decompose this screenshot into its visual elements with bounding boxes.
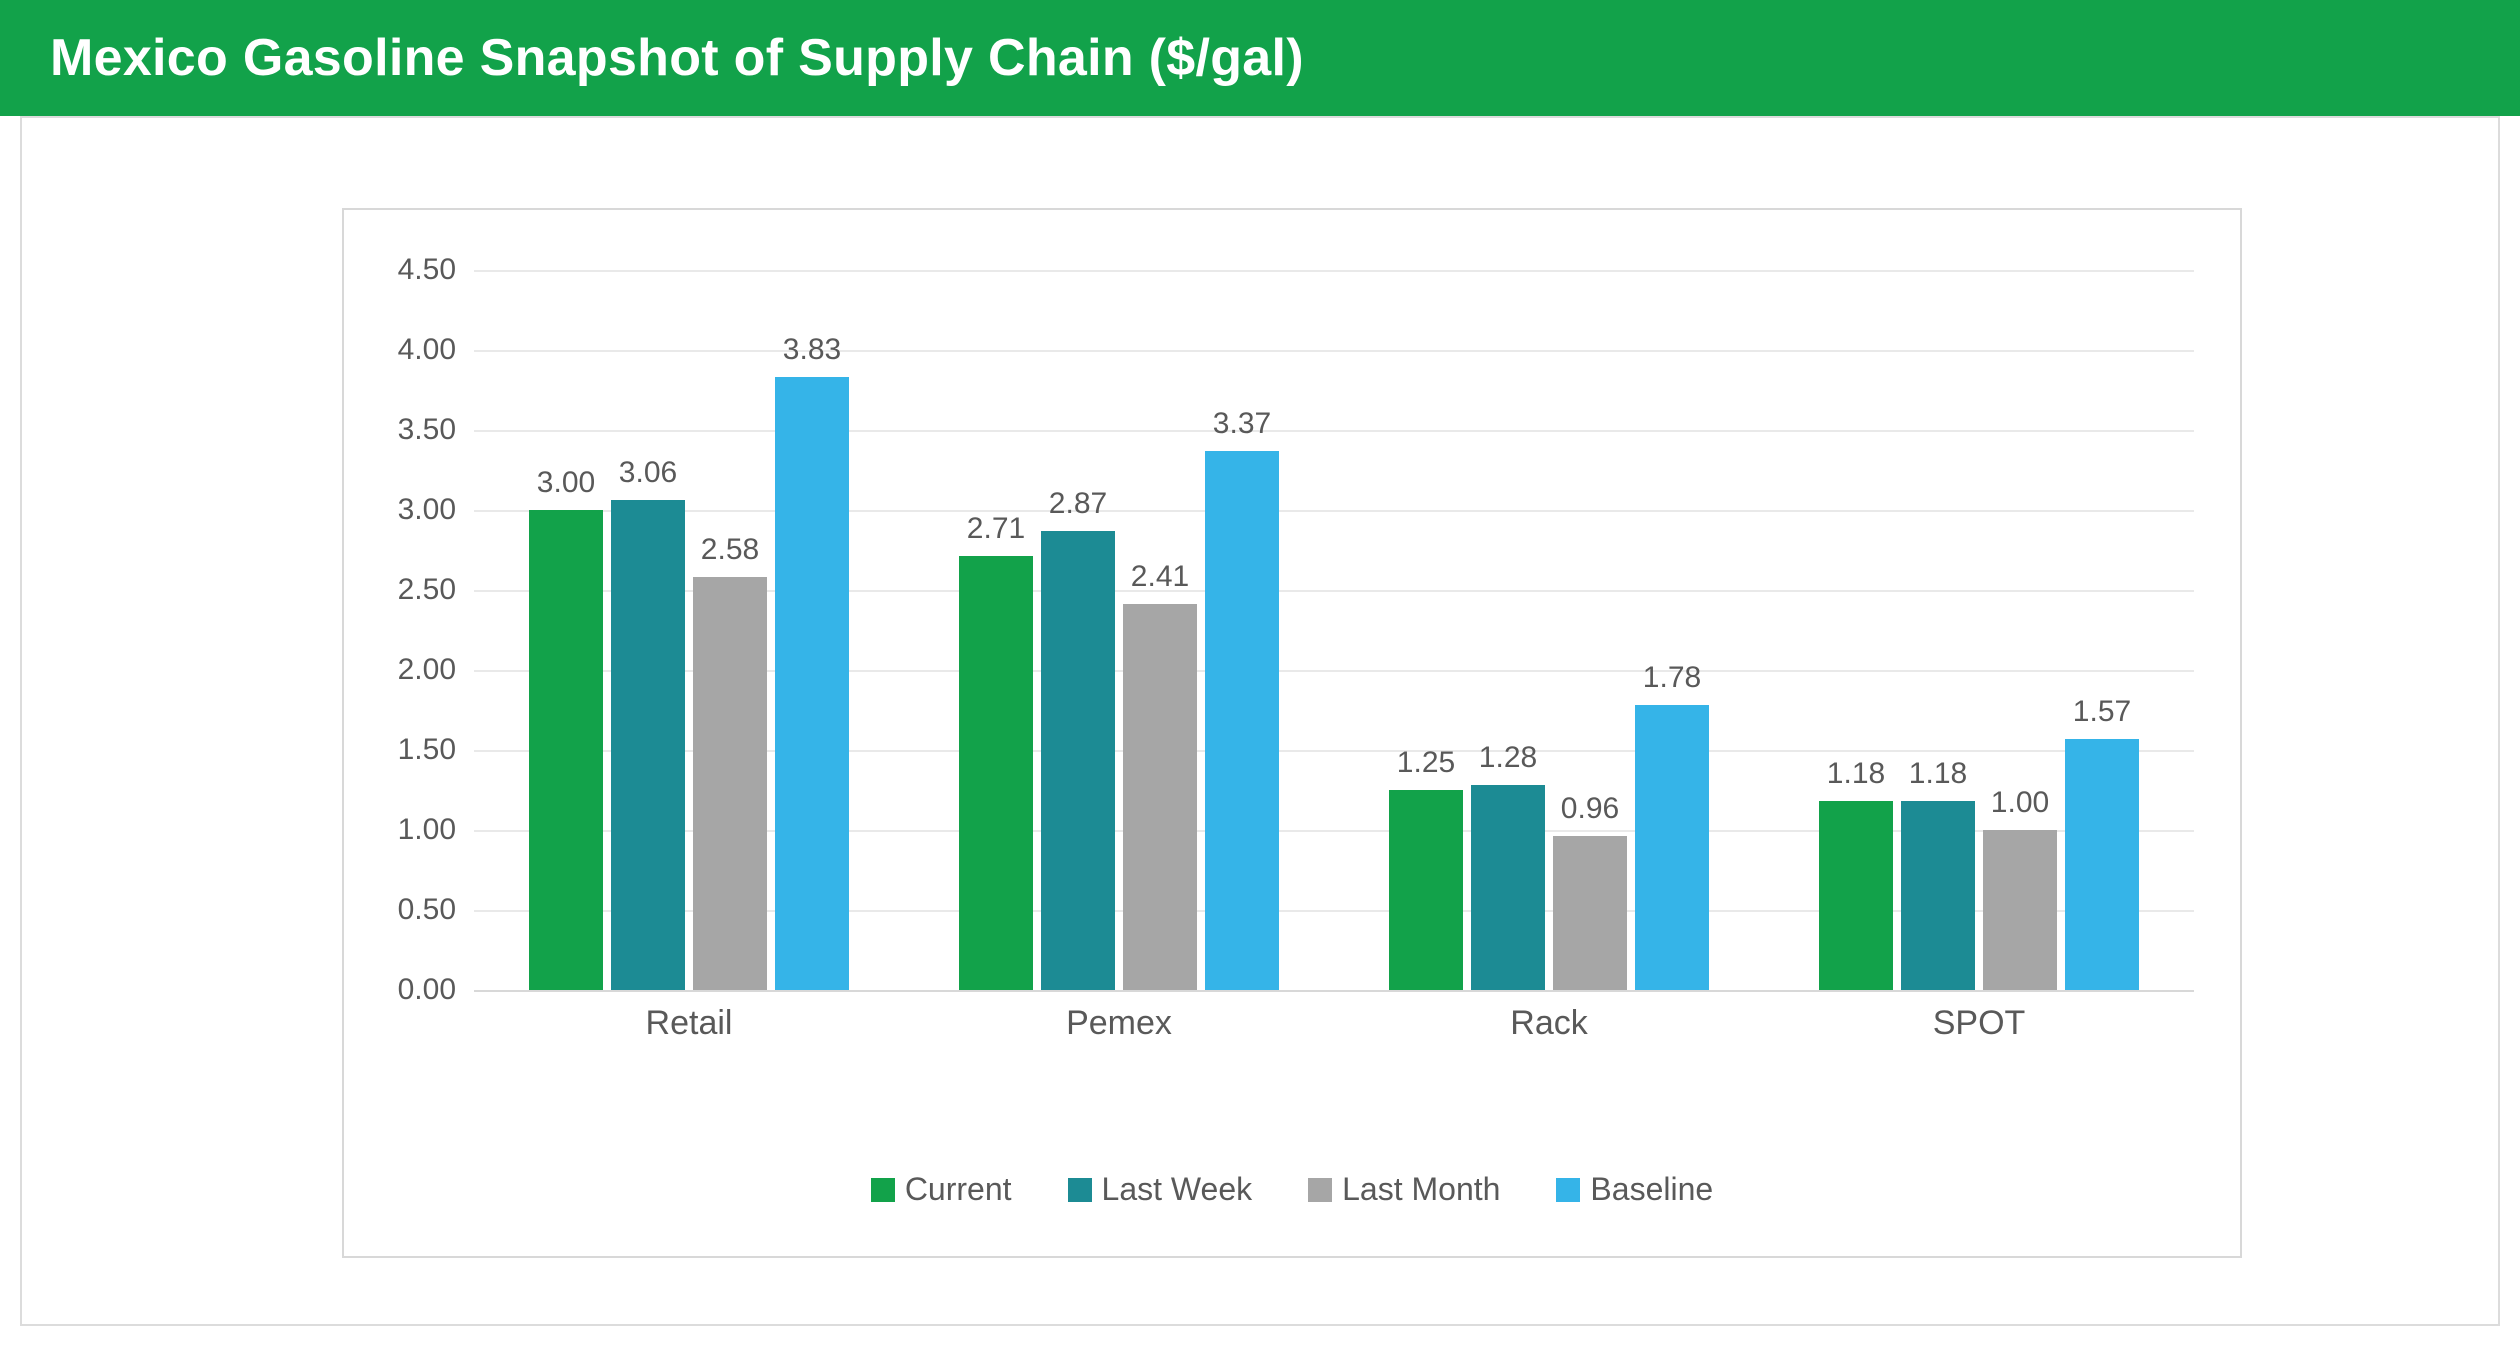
bar-last-month: 1.00 (1983, 830, 2057, 990)
bar-value-label: 1.78 (1643, 661, 1701, 705)
bar-current: 2.71 (959, 556, 1033, 990)
y-tick-label: 2.50 (398, 573, 474, 607)
bar-value-label: 2.58 (701, 533, 759, 577)
legend-label: Current (905, 1171, 1012, 1208)
plot-region: 0.000.501.001.502.002.503.003.504.004.50… (474, 270, 2194, 990)
legend-item-last-month: Last Month (1308, 1171, 1500, 1208)
bar-value-label: 2.87 (1049, 487, 1107, 531)
y-tick-label: 1.00 (398, 813, 474, 847)
legend-item-baseline: Baseline (1556, 1171, 1713, 1208)
bar-current: 1.25 (1389, 790, 1463, 990)
bar-baseline: 1.57 (2065, 739, 2139, 990)
bar-value-label: 1.57 (2073, 695, 2131, 739)
bar-value-label: 3.83 (783, 333, 841, 377)
bar-value-label: 3.00 (537, 466, 595, 510)
bar-last-month: 2.41 (1123, 604, 1197, 990)
bar-value-label: 1.00 (1991, 786, 2049, 830)
bar-value-label: 3.06 (619, 456, 677, 500)
legend-swatch-icon (1556, 1178, 1580, 1202)
gridline (474, 430, 2194, 432)
bar-current: 1.18 (1819, 801, 1893, 990)
bar-baseline: 1.78 (1635, 705, 1709, 990)
chart-title-bar: Mexico Gasoline Snapshot of Supply Chain… (0, 0, 2520, 116)
bar-value-label: 1.18 (1909, 757, 1967, 801)
bar-value-label: 2.41 (1131, 560, 1189, 604)
gridline (474, 350, 2194, 352)
chart-panel: 0.00 0.50 1.00 1.50 2.00 2.50 3.00 3.50 4.00 4.50… (20, 116, 2500, 1326)
bar-value-label: 0.96 (1561, 792, 1619, 836)
y-tick-label: 0.50 (398, 893, 474, 927)
bar-value-label: 1.28 (1479, 741, 1537, 785)
bar-last-week: 1.18 (1901, 801, 1975, 990)
chart-area: 0.00 0.50 1.00 1.50 2.00 2.50 3.00 3.50 4.00 4.50… (342, 208, 2242, 1258)
gridline (474, 510, 2194, 512)
legend-swatch-icon (1308, 1178, 1332, 1202)
y-tick-label: 1.50 (398, 733, 474, 767)
y-tick-label: 3.00 (398, 493, 474, 527)
y-tick-label: 2.00 (398, 653, 474, 687)
bar-last-month: 0.96 (1553, 836, 1627, 990)
bar-value-label: 1.18 (1827, 757, 1885, 801)
bar-current: 3.00 (529, 510, 603, 990)
x-tick-label: Pemex (1066, 990, 1172, 1043)
bar-baseline: 3.37 (1205, 451, 1279, 990)
legend-label: Baseline (1590, 1171, 1713, 1208)
bar-value-label: 3.37 (1213, 407, 1271, 451)
legend-swatch-icon (1068, 1178, 1092, 1202)
bar-last-week: 3.06 (611, 500, 685, 990)
legend-label: Last Week (1102, 1171, 1253, 1208)
y-tick-label: 4.50 (398, 253, 474, 287)
y-tick-label: 4.00 (398, 333, 474, 367)
chart-legend: Current Last Week Last Month Baseline (344, 1171, 2240, 1208)
bar-last-week: 1.28 (1471, 785, 1545, 990)
legend-label: Last Month (1342, 1171, 1500, 1208)
x-tick-label: Rack (1510, 990, 1587, 1043)
gridline (474, 270, 2194, 272)
bar-last-week: 2.87 (1041, 531, 1115, 990)
bar-last-month: 2.58 (693, 577, 767, 990)
bar-baseline: 3.83 (775, 377, 849, 990)
legend-swatch-icon (871, 1178, 895, 1202)
legend-item-last-week: Last Week (1068, 1171, 1253, 1208)
x-tick-label: Retail (646, 990, 733, 1043)
page-container: Mexico Gasoline Snapshot of Supply Chain… (0, 0, 2520, 1350)
x-tick-label: SPOT (1933, 990, 2026, 1043)
legend-item-current: Current (871, 1171, 1012, 1208)
y-tick-label: 0.00 (398, 973, 474, 1007)
chart-title: Mexico Gasoline Snapshot of Supply Chain… (50, 29, 1304, 87)
y-tick-label: 3.50 (398, 413, 474, 447)
bar-value-label: 1.25 (1397, 746, 1455, 790)
bar-value-label: 2.71 (967, 512, 1025, 556)
